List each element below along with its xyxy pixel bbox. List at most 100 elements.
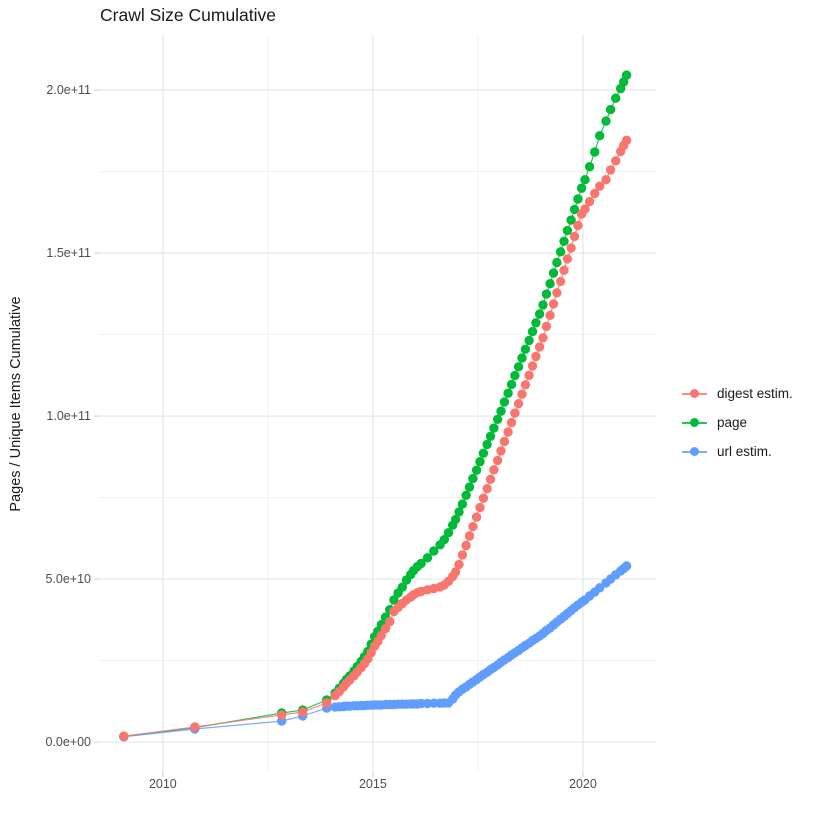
data-point [457, 550, 468, 560]
data-point [475, 457, 485, 467]
legend: digest estim. page url estim. [682, 379, 793, 466]
data-point [601, 175, 611, 185]
data-point [601, 116, 611, 126]
data-point [468, 473, 478, 484]
data-point [482, 484, 492, 494]
data-point [562, 225, 573, 236]
data-point [584, 162, 595, 172]
data-point [541, 321, 552, 332]
legend-point-icon [690, 389, 699, 398]
data-point [545, 310, 555, 320]
data-point [524, 370, 534, 380]
legend-item-page: page [682, 408, 793, 437]
legend-key-url [682, 446, 707, 458]
data-point [439, 534, 449, 545]
legend-label: url estim. [717, 444, 772, 459]
y-tick-label: 5.0e+10 [45, 572, 91, 587]
data-point [580, 175, 590, 185]
data-point [573, 194, 583, 204]
series-url-estim- [119, 561, 632, 742]
data-point [492, 414, 503, 424]
data-point [389, 595, 399, 605]
data-point [538, 333, 548, 343]
data-point [457, 499, 468, 509]
y-tick-label: 0.0e+00 [45, 735, 91, 749]
data-point [416, 558, 426, 569]
data-point [499, 436, 510, 447]
data-point [538, 300, 548, 310]
chart-title: Crawl Size Cumulative [100, 5, 277, 25]
data-point [450, 514, 461, 525]
data-point [580, 204, 590, 214]
data-point [513, 399, 524, 409]
data-point [454, 559, 464, 570]
data-point [503, 427, 513, 437]
legend-point-icon [690, 447, 699, 456]
data-point [506, 379, 517, 390]
data-point [527, 361, 538, 371]
data-point [611, 156, 621, 166]
data-point [385, 617, 395, 627]
data-point [443, 528, 454, 538]
data-point [397, 582, 407, 592]
data-point [517, 389, 527, 399]
data-point [517, 353, 527, 363]
y-tick-label: 1.5e+11 [46, 246, 91, 261]
data-point [595, 181, 605, 191]
data-point [513, 362, 524, 372]
data-point [496, 406, 506, 416]
data-point [552, 288, 562, 298]
data-point [566, 243, 576, 253]
data-point [471, 512, 482, 522]
data-point [534, 342, 545, 352]
y-tick-label: 1.0e+11 [46, 409, 91, 424]
data-point [569, 231, 580, 242]
data-point [478, 493, 489, 503]
data-point [621, 70, 632, 80]
data-point [489, 465, 499, 475]
data-point [422, 553, 433, 563]
data-point [590, 147, 600, 157]
data-point [489, 423, 499, 433]
data-point [595, 131, 605, 141]
data-point [595, 583, 605, 593]
data-point [555, 247, 566, 257]
data-point [548, 268, 559, 278]
data-point [548, 299, 559, 309]
data-point [322, 698, 332, 708]
data-point [555, 276, 566, 287]
data-point [503, 388, 513, 398]
data-point [566, 215, 576, 225]
legend-label: digest estim. [717, 386, 793, 401]
data-point [485, 474, 496, 484]
data-point [552, 257, 562, 268]
legend-item-url: url estim. [682, 437, 793, 466]
data-point [464, 531, 475, 541]
data-point [190, 722, 200, 732]
data-point [520, 344, 531, 354]
data-point [475, 502, 485, 513]
data-point [119, 731, 129, 741]
data-point [541, 289, 552, 299]
data-point [485, 431, 496, 441]
legend-key-page [682, 417, 707, 429]
legend-key-digest [682, 388, 707, 400]
data-point [429, 546, 439, 556]
data-point [590, 188, 600, 199]
data-point [298, 707, 308, 717]
data-point [569, 204, 580, 215]
data-point [471, 465, 482, 475]
data-point [499, 397, 510, 407]
data-point [573, 220, 583, 231]
y-tick-label: 2.0e+11 [46, 83, 91, 98]
data-point [531, 318, 541, 328]
legend-point-icon [690, 418, 699, 427]
data-point [506, 417, 517, 428]
data-point [461, 490, 471, 500]
data-point [559, 236, 569, 246]
data-point [531, 351, 541, 362]
data-point [482, 439, 492, 450]
data-point [621, 135, 632, 145]
